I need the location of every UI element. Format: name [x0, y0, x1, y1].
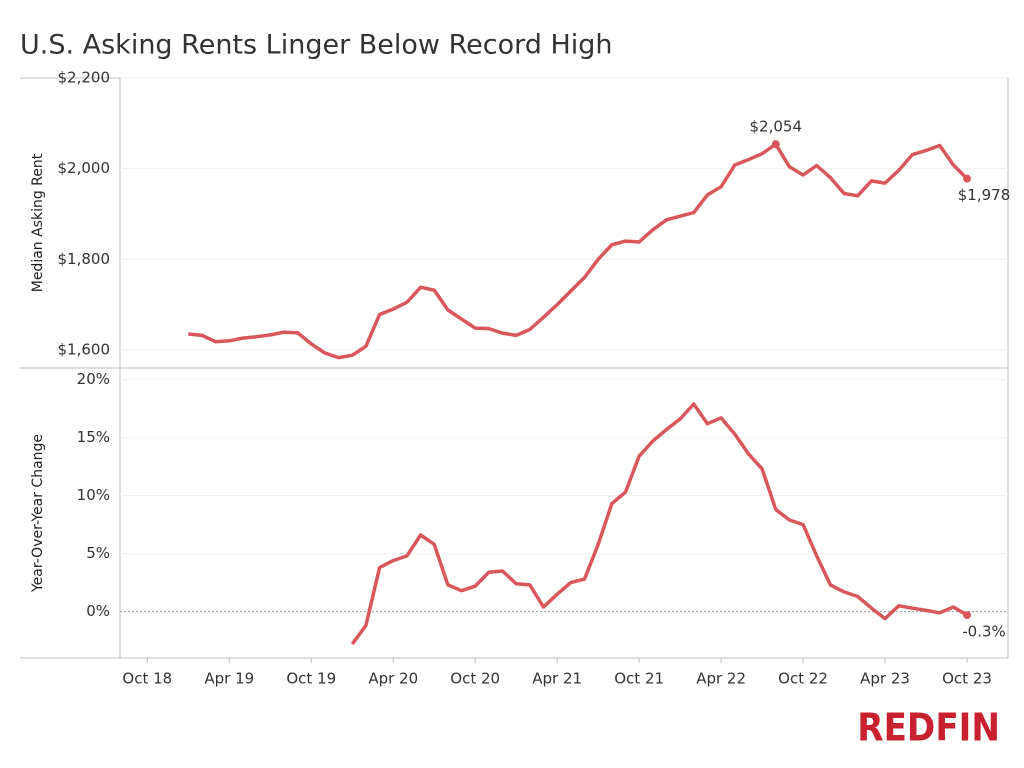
x-tick-label: Oct 21	[614, 670, 664, 688]
chart-title: U.S. Asking Rents Linger Below Record Hi…	[20, 30, 613, 61]
x-tick-label: Oct 19	[286, 670, 336, 688]
y-tick-label: 10%	[77, 486, 110, 504]
x-tick-label: Apr 23	[860, 670, 910, 688]
logo: REDFIN	[857, 706, 1000, 750]
data-label: $2,054	[750, 118, 803, 136]
x-tick-label: Oct 22	[778, 670, 828, 688]
y-tick-label: 0%	[86, 602, 110, 620]
x-tick-label: Apr 19	[204, 670, 254, 688]
y-tick-label: $2,200	[58, 69, 111, 87]
y-tick-label: 5%	[86, 544, 110, 562]
x-tick-label: Apr 20	[368, 670, 418, 688]
line	[350, 402, 968, 646]
x-tick-label: Oct 18	[122, 670, 172, 688]
y-tick-label: $1,600	[58, 340, 111, 358]
data-label: -0.3%	[962, 623, 1006, 641]
y-tick-label: $2,000	[58, 159, 111, 177]
data-label: $1,978	[958, 186, 1011, 204]
y-tick-label: 15%	[77, 428, 110, 446]
y-axis-title: Median Asking Rent	[30, 153, 46, 292]
x-tick-label: Apr 21	[532, 670, 582, 688]
x-tick-label: Oct 20	[450, 670, 500, 688]
point	[963, 611, 972, 620]
x-tick-label: Oct 23	[942, 670, 992, 688]
y-axis-title: Year-Over-Year Change	[30, 434, 46, 593]
y-tick-label: 20%	[77, 370, 110, 388]
point	[771, 140, 780, 149]
point	[963, 174, 972, 183]
line	[188, 142, 969, 360]
x-tick-label: Apr 22	[696, 670, 746, 688]
y-tick-label: $1,800	[58, 250, 111, 268]
